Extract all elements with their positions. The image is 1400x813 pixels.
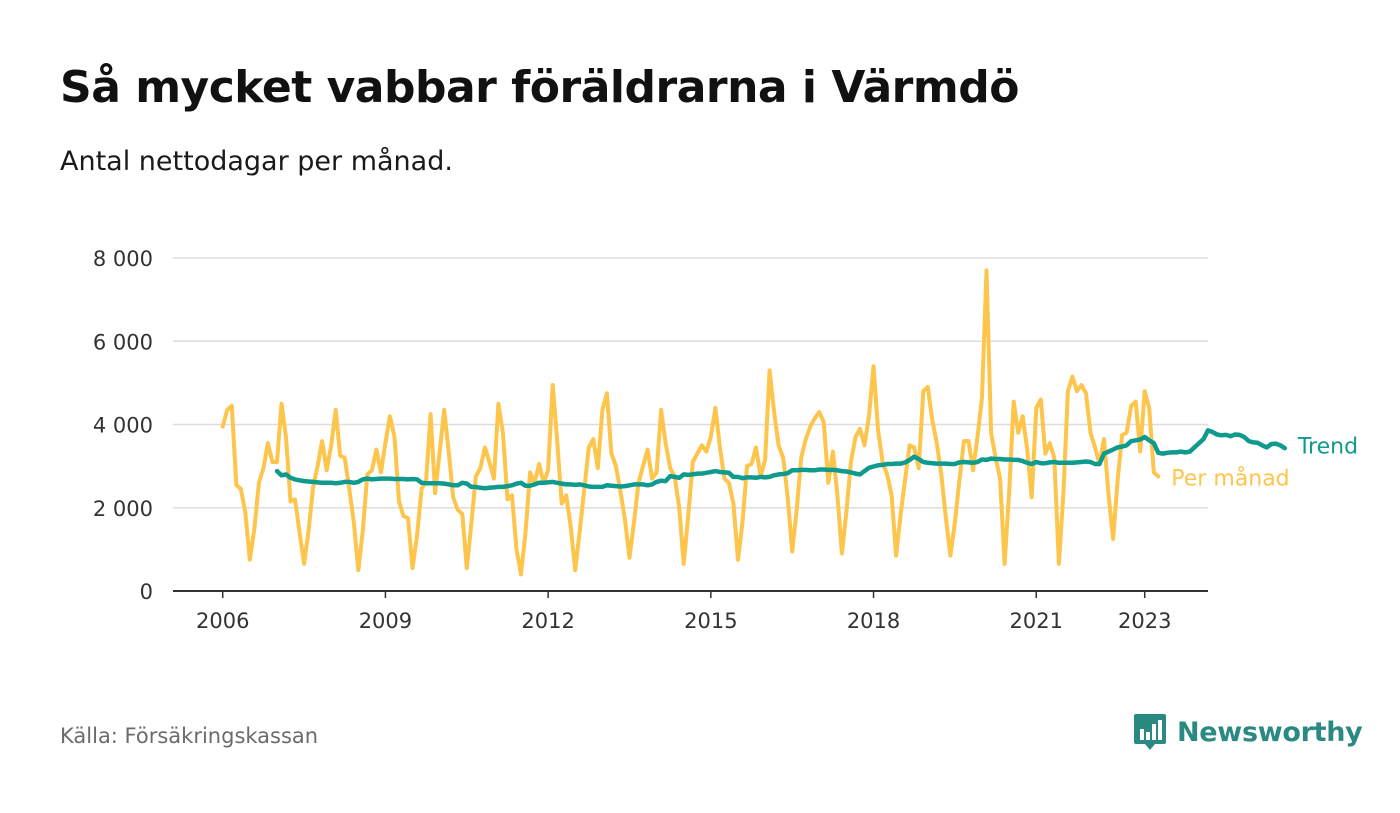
y-tick-label: 4 000: [93, 414, 153, 438]
x-tick-label: 2021: [1010, 609, 1063, 633]
series-line-trend: [274, 428, 1288, 491]
brand-name: Newsworthy: [1177, 716, 1363, 748]
bar-chart-speech-bubble-icon: [1134, 714, 1166, 750]
x-tick-label: 2018: [847, 609, 900, 633]
y-tick-label: 2 000: [93, 497, 153, 521]
x-tick-label: 2009: [359, 609, 412, 633]
line-chart: 0 2 000 4 000 6 000 8 000 2006 2009 2012 2015 201…: [93, 247, 1358, 633]
series-line-per-manad: [220, 268, 1161, 577]
chart-subtitle: Antal nettodagar per månad.: [60, 146, 453, 177]
y-tick-label: 6 000: [93, 330, 153, 354]
y-tick-label: 8 000: [93, 247, 153, 271]
series-label: Per månad: [1171, 465, 1289, 491]
x-tick-label: 2012: [521, 609, 574, 633]
newsworthy-logo: Newsworthy: [1133, 712, 1363, 752]
source-credit: Källa: Försäkringskassan: [60, 724, 319, 748]
y-tick-label: 0: [140, 580, 153, 604]
chart-title: Så mycket vabbar föräldrarna i Värmdö: [60, 62, 1019, 113]
x-tick-label: 2015: [684, 609, 737, 633]
x-tick-label: 2006: [196, 609, 249, 633]
x-tick-label: 2023: [1118, 609, 1171, 633]
series-label: Trend: [1297, 434, 1358, 459]
